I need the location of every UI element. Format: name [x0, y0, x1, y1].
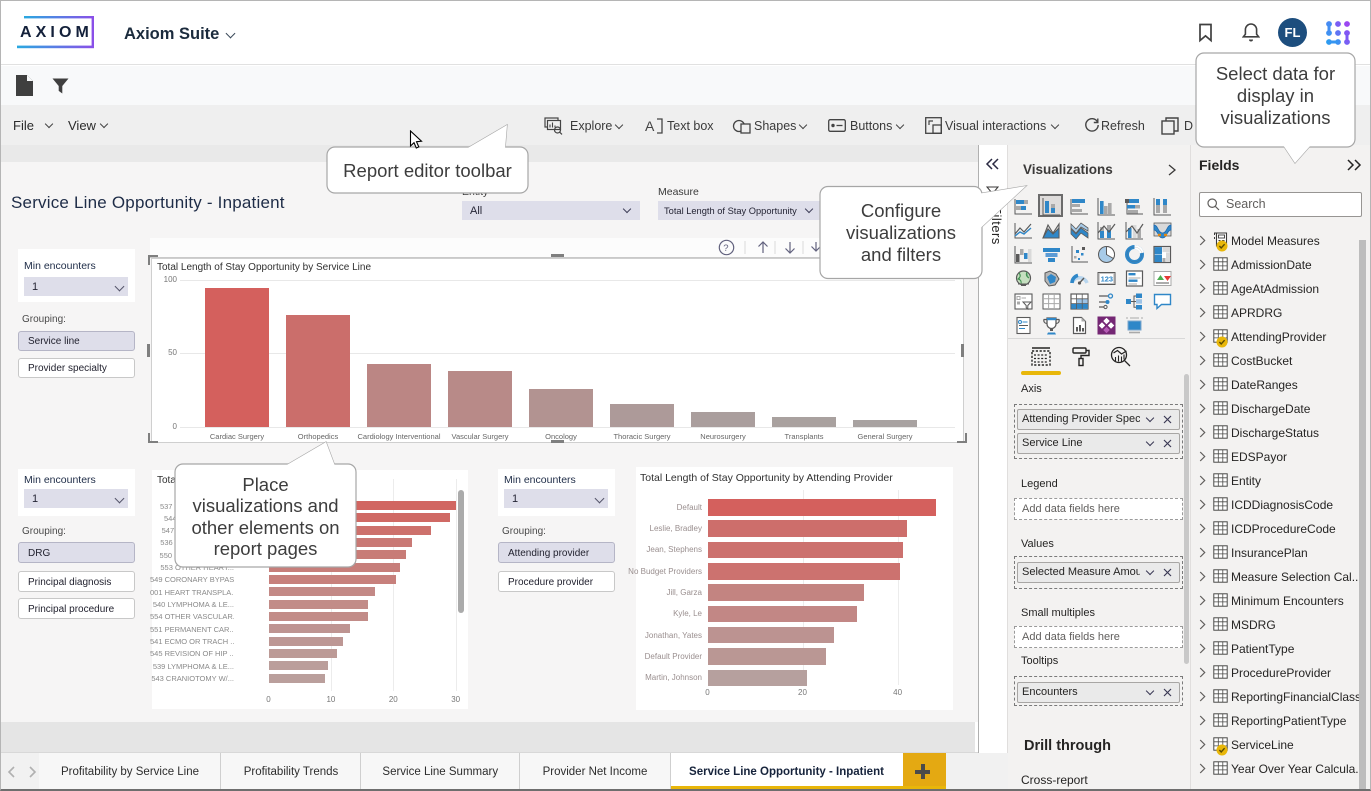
svg-text:123: 123 — [1101, 274, 1114, 283]
svg-text:?: ? — [723, 243, 728, 254]
svg-text:A: A — [645, 118, 655, 134]
